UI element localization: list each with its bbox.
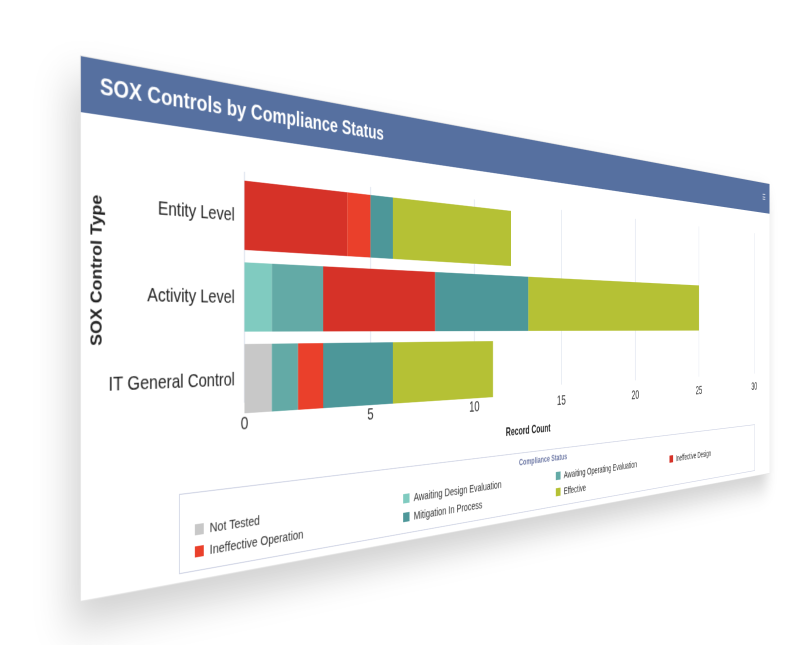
category-label: Entity Level [158, 198, 235, 225]
bar-segment [244, 343, 272, 414]
x-tick-label: 5 [367, 406, 373, 424]
legend-item[interactable]: Effective [555, 482, 586, 499]
bar-segment [392, 341, 494, 404]
x-tick-label: 30 [751, 381, 757, 393]
legend-swatch [555, 487, 561, 497]
menu-icon[interactable]: ☰ [762, 192, 766, 202]
x-axis-label: Record Count [506, 422, 551, 439]
x-tick-label: 25 [696, 384, 703, 397]
x-tick-label: 10 [469, 399, 479, 416]
x-tick-label: 15 [557, 393, 566, 409]
x-tick-label: 20 [632, 388, 640, 402]
legend-swatch [194, 523, 204, 536]
category-label: Activity Level [147, 285, 234, 308]
bar-segment [323, 266, 436, 332]
bar-segment [347, 192, 371, 258]
legend-label: Effective [563, 482, 586, 498]
chart-plot: 0 5 10 15 20 25 30 Record Count Entity Level Acti… [108, 112, 770, 439]
legend-label: Awaiting Operating Evaluation [563, 459, 638, 481]
legend-swatch [403, 493, 410, 504]
bar-segment [392, 197, 511, 266]
legend-swatch [194, 545, 204, 558]
bar-segment [323, 342, 393, 409]
chart-card: SOX Controls by Compliance Status ☰ SOX … [80, 55, 770, 602]
legend-label: Not Tested [209, 513, 260, 536]
legend-swatch [403, 511, 410, 523]
legend-label: Awaiting Design Evaluation [413, 478, 502, 505]
legend-swatch [669, 455, 674, 463]
bar-segment [244, 180, 348, 257]
bar-segment [244, 262, 272, 332]
x-tick-label: 0 [241, 414, 249, 434]
bar-segment [528, 276, 699, 331]
legend-label: Ineffective Design [675, 448, 712, 464]
bar-segment [435, 272, 529, 332]
bar-segment [271, 343, 299, 412]
bar-segment [271, 263, 324, 332]
category-label: IT General Control [108, 370, 234, 396]
legend-item[interactable]: Ineffective Design [669, 448, 711, 465]
bar-segment [370, 194, 393, 259]
bar-segment [298, 343, 324, 410]
legend-swatch [555, 471, 561, 481]
